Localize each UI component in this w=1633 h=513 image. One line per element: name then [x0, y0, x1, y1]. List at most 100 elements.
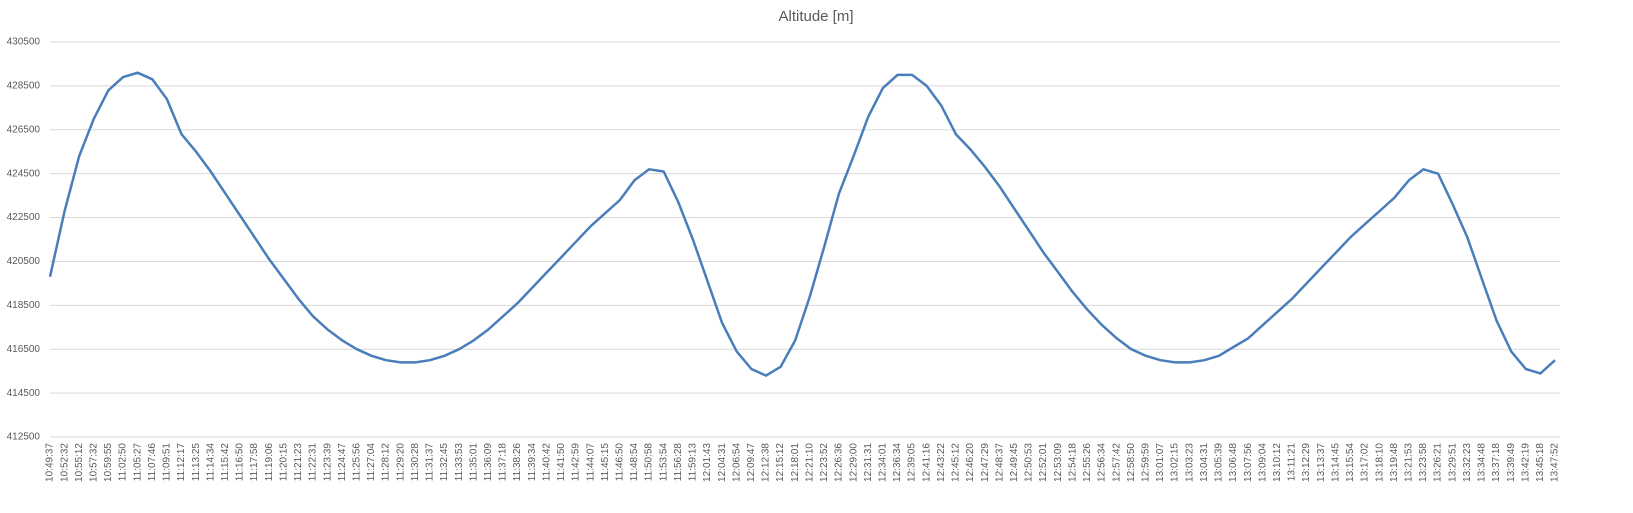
y-tick-label: 424500 — [7, 168, 41, 179]
x-tick-label: 13:04:31 — [1199, 443, 1210, 482]
x-tick-label: 12:29:00 — [848, 443, 859, 482]
x-tick-label: 12:48:37 — [994, 443, 1005, 482]
y-tick-label: 412500 — [7, 432, 41, 443]
x-tick-label: 13:45:18 — [1535, 443, 1546, 482]
x-tick-label: 10:55:12 — [74, 443, 85, 482]
y-tick-label: 430500 — [7, 37, 41, 48]
x-tick-label: 12:56:34 — [1097, 443, 1108, 482]
y-tick-label: 416500 — [7, 344, 41, 355]
y-tick-label: 420500 — [7, 256, 41, 267]
x-tick-label: 12:01:43 — [702, 443, 713, 482]
x-tick-label: 12:06:54 — [731, 443, 742, 482]
x-tick-label: 11:56:28 — [673, 443, 684, 482]
x-tick-label: 12:21:10 — [804, 443, 815, 482]
x-tick-label: 11:07:46 — [147, 443, 158, 482]
x-tick-label: 12:50:53 — [1024, 443, 1035, 482]
x-tick-label: 13:42:19 — [1520, 443, 1531, 482]
x-tick-label: 12:58:50 — [1126, 443, 1137, 482]
x-tick-label: 11:36:09 — [483, 443, 494, 482]
x-tick-label: 13:32:23 — [1462, 443, 1473, 482]
x-tick-label: 10:52:32 — [59, 443, 70, 482]
x-tick-label: 13:47:52 — [1550, 443, 1561, 482]
x-tick-label: 11:05:27 — [132, 443, 143, 482]
x-tick-label: 11:29:20 — [395, 443, 406, 482]
x-tick-label: 12:23:52 — [819, 443, 830, 482]
x-tick-label: 11:13:25 — [191, 443, 202, 482]
x-tick-label: 13:02:15 — [1170, 443, 1181, 482]
x-tick-label: 13:14:45 — [1330, 443, 1341, 482]
x-tick-label: 11:14:34 — [205, 443, 216, 482]
x-tick-label: 11:21:23 — [293, 443, 304, 482]
x-tick-label: 13:19:48 — [1389, 443, 1400, 482]
x-tick-label: 13:09:04 — [1257, 443, 1268, 482]
x-tick-label: 11:31:37 — [425, 443, 436, 482]
x-tick-label: 10:49:37 — [45, 443, 56, 482]
x-tick-label: 11:30:28 — [410, 443, 421, 482]
x-tick-label: 11:09:51 — [162, 443, 173, 482]
x-tick-label: 13:12:29 — [1301, 443, 1312, 482]
x-tick-label: 13:10:12 — [1272, 443, 1283, 482]
x-tick-label: 11:38:26 — [512, 443, 523, 482]
x-tick-label: 10:57:32 — [88, 443, 99, 482]
x-tick-label: 12:57:42 — [1111, 443, 1122, 482]
x-tick-label: 13:34:48 — [1477, 443, 1488, 482]
x-tick-label: 11:16:50 — [235, 443, 246, 482]
x-tick-label: 12:04:31 — [717, 443, 728, 482]
x-tick-label: 13:23:58 — [1418, 443, 1429, 482]
x-tick-label: 12:47:29 — [980, 443, 991, 482]
x-tick-label: 12:54:18 — [1067, 443, 1078, 482]
x-tick-label: 12:52:01 — [1038, 443, 1049, 482]
y-tick-label: 428500 — [7, 81, 41, 92]
x-tick-label: 11:12:17 — [176, 443, 187, 482]
x-tick-label: 11:15:42 — [220, 443, 231, 482]
x-tick-label: 11:46:50 — [614, 443, 625, 482]
x-tick-label: 12:39:05 — [907, 443, 918, 482]
x-tick-label: 13:29:51 — [1447, 443, 1458, 482]
x-tick-label: 12:36:34 — [892, 443, 903, 482]
x-tick-label: 12:26:36 — [834, 443, 845, 482]
x-tick-label: 12:43:22 — [936, 443, 947, 482]
x-tick-label: 11:35:01 — [468, 443, 479, 482]
y-tick-label: 418500 — [7, 300, 41, 311]
x-tick-label: 12:12:38 — [761, 443, 772, 482]
x-tick-label: 11:44:07 — [585, 443, 596, 482]
x-tick-label: 11:02:50 — [118, 443, 129, 482]
x-tick-label: 13:07:56 — [1243, 443, 1254, 482]
x-tick-label: 11:59:13 — [688, 443, 699, 482]
x-tick-label: 11:48:54 — [629, 443, 640, 482]
x-tick-label: 12:41:16 — [921, 443, 932, 482]
x-tick-label: 11:45:15 — [600, 443, 611, 482]
x-tick-label: 11:50:58 — [644, 443, 655, 482]
x-tick-label: 13:18:10 — [1374, 443, 1385, 482]
x-tick-label: 13:06:48 — [1228, 443, 1239, 482]
x-tick-label: 13:01:07 — [1155, 443, 1166, 482]
x-tick-label: 13:37:18 — [1491, 443, 1502, 482]
y-tick-label: 422500 — [7, 212, 41, 223]
x-tick-label: 11:22:31 — [308, 443, 319, 482]
x-tick-label: 13:21:53 — [1404, 443, 1415, 482]
y-tick-label: 414500 — [7, 388, 41, 399]
x-tick-label: 11:32:45 — [439, 443, 450, 482]
x-tick-label: 13:17:02 — [1360, 443, 1371, 482]
x-tick-label: 10:59:55 — [103, 443, 114, 482]
x-tick-label: 11:37:18 — [498, 443, 509, 482]
x-tick-label: 11:23:39 — [322, 443, 333, 482]
x-tick-label: 11:41:50 — [556, 443, 567, 482]
x-tick-label: 13:39:49 — [1506, 443, 1517, 482]
y-tick-label: 426500 — [7, 124, 41, 135]
x-tick-label: 12:18:01 — [790, 443, 801, 482]
line-series — [48, 71, 1556, 377]
x-tick-label: 11:28:12 — [381, 443, 392, 482]
x-tick-label: 12:53:09 — [1053, 443, 1064, 482]
x-tick-label: 13:11:21 — [1287, 443, 1298, 482]
x-tick-label: 12:46:20 — [965, 443, 976, 482]
x-tick-label: 11:53:54 — [658, 443, 669, 482]
x-tick-label: 13:15:54 — [1345, 443, 1356, 482]
x-tick-label: 12:59:59 — [1141, 443, 1152, 482]
x-tick-label: 11:25:56 — [351, 443, 362, 482]
x-tick-label: 11:24:47 — [337, 443, 348, 482]
x-tick-label: 11:27:04 — [366, 443, 377, 482]
x-tick-label: 12:31:31 — [863, 443, 874, 482]
chart-title: Altitude [m] — [778, 8, 853, 25]
